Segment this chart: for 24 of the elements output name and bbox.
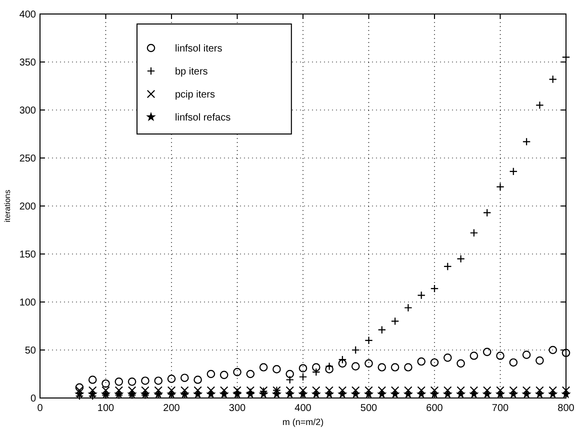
x-tick-label: 300 <box>228 403 246 414</box>
legend-label: linfsol refacs <box>175 112 231 124</box>
x-axis-title: m (n=m/2) <box>282 417 324 427</box>
y-tick-label: 50 <box>24 346 36 356</box>
x-tick-label: 200 <box>163 403 180 414</box>
legend-label: linfsol iters <box>175 44 222 54</box>
x-tick-label: 800 <box>558 403 575 414</box>
x-tick-label: 600 <box>426 403 444 414</box>
y-tick-label: 150 <box>19 250 36 260</box>
y-tick-label: 300 <box>19 106 36 116</box>
x-tick-label: 500 <box>360 403 378 414</box>
y-tick-label: 350 <box>19 58 36 68</box>
x-tick-label: 700 <box>492 403 510 414</box>
y-tick-label: 400 <box>19 10 36 20</box>
y-tick-label: 100 <box>19 298 36 308</box>
x-tick-label: 400 <box>294 403 312 414</box>
legend-label: pcip iters <box>175 90 216 100</box>
y-axis-title: iterations <box>3 190 12 222</box>
y-tick-label: 250 <box>19 154 36 164</box>
x-tick-label: 100 <box>97 403 115 414</box>
y-tick-label: 0 <box>30 394 36 404</box>
legend-label: bp iters <box>175 66 208 78</box>
y-tick-label: 200 <box>19 202 36 212</box>
x-tick-label: 0 <box>37 403 44 414</box>
